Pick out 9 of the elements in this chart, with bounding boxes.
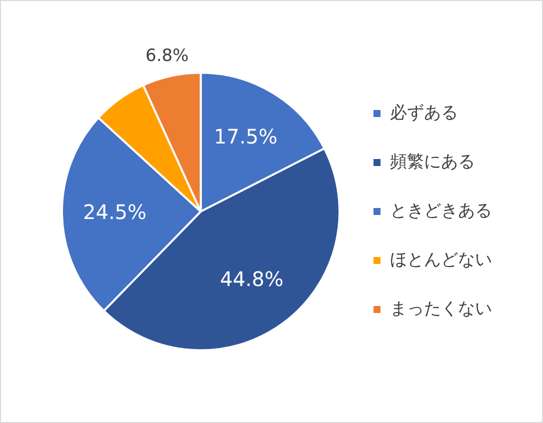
legend-label: 必ずある xyxy=(390,102,458,123)
legend-label: まったくない xyxy=(390,298,492,319)
data-label: 17.5% xyxy=(214,124,278,148)
legend-label: 頻繁にある xyxy=(390,152,475,172)
data-label: 6.8% xyxy=(145,46,189,66)
data-label: 24.5% xyxy=(82,200,147,224)
legend-label: ときどきある xyxy=(390,200,492,221)
data-label: 44.8% xyxy=(220,266,284,291)
legend-label: ほとんどない xyxy=(390,250,492,270)
